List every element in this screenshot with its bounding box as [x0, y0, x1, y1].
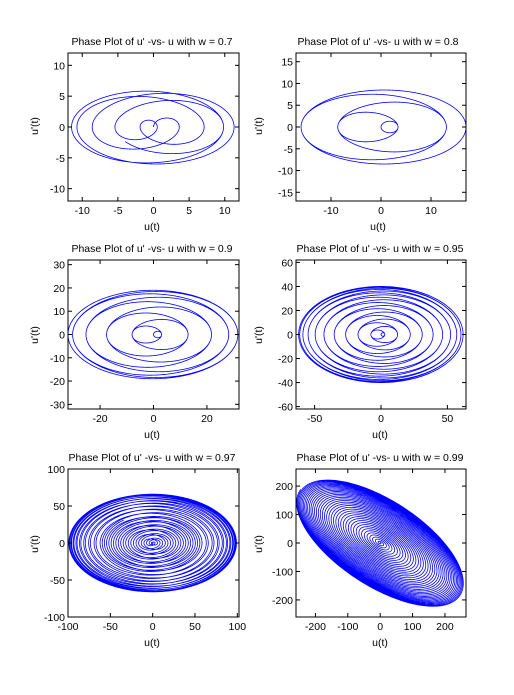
- y-tick-label: -100: [272, 566, 293, 578]
- y-tick-label: 200: [275, 481, 293, 493]
- y-tick-label: 100: [275, 510, 293, 522]
- x-tick-label: -5: [113, 205, 122, 217]
- y-tick-label: 20: [53, 283, 65, 295]
- y-tick-label: 100: [47, 464, 65, 476]
- y-tick-label: 50: [53, 501, 65, 513]
- y-tick-label: 10: [53, 306, 65, 318]
- y-tick-label: 5: [59, 91, 65, 103]
- x-axis-label: u(t): [144, 221, 160, 233]
- y-axis-label: u'(t): [29, 117, 41, 135]
- x-tick-label: -20: [92, 413, 107, 425]
- y-tick-label: 15: [281, 57, 293, 69]
- x-tick-label: 0: [151, 205, 157, 217]
- x-tick-label: 0: [378, 413, 384, 425]
- y-tick-label: 10: [53, 60, 65, 72]
- y-tick-label: -10: [278, 166, 293, 178]
- chart-title: Phase Plot of u' -vs- u with w = 0.99: [297, 452, 464, 464]
- y-tick-label: -10: [50, 184, 65, 196]
- y-tick-label: 0: [59, 330, 65, 342]
- y-axis-label: u'(t): [29, 326, 41, 344]
- x-axis-label: u(t): [370, 221, 386, 233]
- y-tick-label: 10: [281, 78, 293, 90]
- y-axis-label: u'(t): [253, 326, 265, 344]
- y-tick-label: -10: [50, 353, 65, 365]
- panel-w-0-7: Phase Plot of u' -vs- u with w = 0.7 u(t…: [29, 36, 240, 233]
- chart-title: Phase Plot of u' -vs- u with w = 0.8: [297, 36, 458, 48]
- x-axis-label: u(t): [372, 637, 388, 649]
- phase-trajectory: [300, 89, 466, 165]
- chart-title: Phase Plot of u' -vs- u with w = 0.97: [69, 452, 236, 464]
- x-tick-label: -10: [323, 205, 338, 217]
- y-tick-label: 0: [59, 122, 65, 134]
- y-tick-label: -30: [50, 399, 65, 411]
- y-tick-label: 20: [281, 305, 293, 317]
- x-tick-label: 100: [404, 621, 422, 633]
- x-tick-label: 0: [378, 205, 384, 217]
- x-axis-label: u(t): [144, 637, 160, 649]
- y-axis-label: u'(t): [253, 117, 265, 135]
- x-tick-label: 50: [442, 413, 454, 425]
- x-tick-label: 0: [151, 413, 157, 425]
- x-tick-label: -10: [75, 205, 90, 217]
- y-tick-label: 0: [287, 330, 293, 342]
- y-tick-label: 30: [53, 260, 65, 272]
- panel-w-0-97: Phase Plot of u' -vs- u with w = 0.97 u(…: [29, 452, 246, 649]
- x-tick-label: -100: [57, 621, 78, 633]
- x-tick-label: -50: [103, 621, 118, 633]
- phase-trajectory: [296, 479, 464, 607]
- x-tick-label: 0: [150, 621, 156, 633]
- y-tick-label: -50: [50, 575, 65, 587]
- x-tick-label: -50: [307, 413, 322, 425]
- x-tick-label: 10: [425, 205, 437, 217]
- x-axis-label: u(t): [144, 429, 160, 441]
- x-tick-label: 20: [201, 413, 213, 425]
- x-axis-label: u(t): [372, 429, 388, 441]
- phase-trajectory: [68, 289, 239, 380]
- x-tick-label: 200: [436, 621, 454, 633]
- x-tick-label: 0: [377, 621, 383, 633]
- y-tick-label: -60: [278, 402, 293, 414]
- panel-w-0-95: Phase Plot of u' -vs- u with w = 0.95 u(…: [253, 243, 467, 441]
- chart-title: Phase Plot of u' -vs- u with w = 0.9: [71, 243, 232, 255]
- y-tick-label: 5: [287, 100, 293, 112]
- chart-title: Phase Plot of u' -vs- u with w = 0.7: [71, 36, 232, 48]
- x-tick-label: -100: [337, 621, 358, 633]
- y-tick-label: 0: [287, 122, 293, 134]
- x-tick-label: 50: [189, 621, 201, 633]
- y-tick-label: -200: [272, 595, 293, 607]
- y-tick-label: -20: [278, 354, 293, 366]
- y-tick-label: -40: [278, 378, 293, 390]
- panel-w-0-8: Phase Plot of u' -vs- u with w = 0.8 u(t…: [253, 36, 467, 233]
- y-tick-label: -20: [50, 376, 65, 388]
- x-tick-label: 5: [186, 205, 192, 217]
- y-tick-label: -15: [278, 187, 293, 199]
- chart-title: Phase Plot of u' -vs- u with w = 0.95: [297, 243, 464, 255]
- phase-trajectory: [68, 493, 237, 593]
- panel-w-0-99: Phase Plot of u' -vs- u with w = 0.99 u(…: [253, 452, 467, 649]
- y-tick-label: -5: [284, 144, 293, 156]
- y-tick-label: 0: [287, 538, 293, 550]
- phase-trajectory: [298, 286, 464, 383]
- x-tick-label: -200: [305, 621, 326, 633]
- y-tick-label: -100: [44, 612, 65, 624]
- x-tick-label: 100: [229, 621, 247, 633]
- y-axis-label: u'(t): [29, 535, 41, 553]
- y-tick-label: 40: [281, 281, 293, 293]
- panel-w-0-9: Phase Plot of u' -vs- u with w = 0.9 u(t…: [29, 243, 240, 441]
- y-tick-label: 0: [59, 538, 65, 550]
- x-tick-label: 10: [219, 205, 231, 217]
- y-axis-label: u'(t): [253, 535, 265, 553]
- y-tick-label: -5: [56, 153, 65, 165]
- y-tick-label: 60: [281, 257, 293, 269]
